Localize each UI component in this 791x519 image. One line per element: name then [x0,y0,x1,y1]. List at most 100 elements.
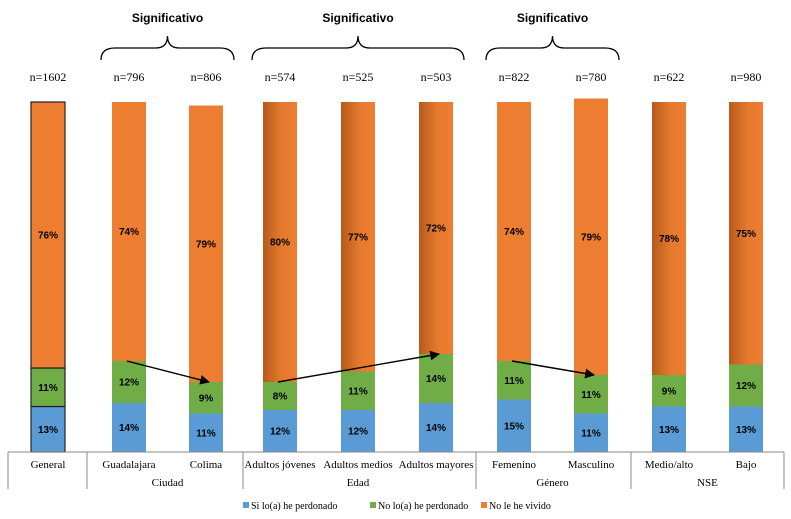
data-label-1-0: 14% [119,423,139,434]
n-label-7: n=780 [576,70,607,84]
bar-segment-perdonado-6 [497,399,531,452]
group-label-4: NSE [697,477,718,489]
data-label-0-2: 76% [38,231,58,242]
data-label-0-1: 11% [38,383,58,394]
data-label-4-2: 77% [348,232,368,243]
data-label-1-2: 74% [119,227,139,238]
n-label-4: n=525 [343,70,374,84]
x-tick-label-3: Adultos jóvenes [244,459,315,471]
x-tick-label-7: Masculino [568,459,615,471]
data-label-3-2: 80% [270,238,290,249]
data-label-3-1: 8% [273,392,288,403]
bar-segment-no-vivido-9 [729,102,763,365]
data-label-1-1: 12% [119,378,139,389]
bar-segment-perdonado-9 [729,406,763,452]
trend-arrow-1 [277,350,440,383]
data-label-8-1: 9% [662,386,677,397]
trend-arrow-2 [511,360,595,379]
n-label-0: n=1602 [30,70,67,84]
bar-segment-no-vivido-3 [263,102,297,382]
x-tick-label-6: Femenino [492,459,536,471]
data-label-5-1: 14% [426,374,446,385]
bar-segment-no-perdonado-6 [497,361,531,400]
data-label-9-1: 12% [736,381,756,392]
bar-segment-no-perdonado-1 [112,361,146,403]
n-label-6: n=822 [499,70,530,84]
bar-segment-no-vivido-1 [112,102,146,361]
bar-segment-perdonado-4 [341,410,375,452]
n-label-8: n=622 [654,70,685,84]
n-label-9: n=980 [731,70,762,84]
bar-segment-perdonado-1 [112,403,146,452]
bar-segment-perdonado-0 [30,405,66,453]
bar-segment-no-vivido-6 [497,102,531,361]
significance-label-1: Significativo [322,11,393,25]
group-label-3: Género [536,477,569,489]
group-label-2: Edad [347,477,370,489]
x-tick-label-8: Medio/alto [645,459,694,471]
data-label-7-0: 11% [581,428,601,439]
bar-segment-no-vivido-8 [652,102,686,375]
legend-label-2: No le he vivido [489,501,551,512]
bar-segment-perdonado-8 [652,406,686,452]
data-label-9-0: 13% [736,425,756,436]
n-label-2: n=806 [191,70,222,84]
data-label-0-0: 13% [38,425,58,436]
data-label-5-0: 14% [426,423,446,434]
data-label-4-0: 12% [348,427,368,438]
bar-segment-no-perdonado-3 [263,382,297,410]
bar-segment-no-perdonado-4 [341,371,375,410]
bar-segment-no-perdonado-8 [652,375,686,407]
data-label-8-2: 78% [659,234,679,245]
data-label-6-2: 74% [504,227,524,238]
x-tick-label-9: Bajo [736,459,757,471]
significance-brace-2 [485,35,620,61]
legend-swatch-2 [481,502,487,508]
legend-label-0: Si lo(a) he perdonado [251,501,337,512]
data-label-6-0: 15% [504,421,524,432]
bar-segment-no-vivido-5 [419,102,453,354]
data-label-2-0: 11% [196,428,216,439]
bar-segment-no-perdonado-9 [729,364,763,407]
n-label-1: n=796 [114,70,145,84]
significance-label-0: Significativo [132,11,203,25]
data-label-5-2: 72% [426,224,446,235]
bar-segment-no-vivido-0 [30,101,66,369]
bar-segment-perdonado-5 [419,403,453,452]
bar-segment-no-perdonado-0 [30,367,66,408]
data-label-3-0: 12% [270,427,290,438]
legend-swatch-1 [370,502,376,508]
x-tick-label-4: Adultos medios [323,459,392,471]
data-label-6-1: 11% [504,376,524,387]
significance-brace-0 [100,35,235,61]
bar-segment-no-perdonado-2 [189,382,223,414]
data-label-7-1: 11% [581,390,601,401]
n-label-3: n=574 [265,70,296,84]
bar-segment-perdonado-7 [574,413,608,452]
x-tick-label-0: General [31,459,66,471]
group-label-1: Ciudad [152,477,184,489]
bar-segment-perdonado-3 [263,410,297,452]
bar-segment-no-vivido-4 [341,102,375,372]
x-tick-label-2: Colima [190,459,223,471]
legend-swatch-0 [243,502,249,508]
significance-label-2: Significativo [517,11,588,25]
bar-segment-no-perdonado-7 [574,375,608,414]
legend-label-1: No lo(a) he perdonado [378,501,468,512]
bar-segment-no-perdonado-5 [419,354,453,403]
trend-arrow-0 [126,360,210,385]
data-label-2-1: 9% [199,393,214,404]
data-label-2-2: 79% [196,239,216,250]
data-label-9-2: 75% [736,229,756,240]
data-label-4-1: 11% [348,386,368,397]
data-label-8-0: 13% [659,425,679,436]
data-label-7-2: 79% [581,232,601,243]
n-label-5: n=503 [421,70,452,84]
x-tick-label-5: Adultos mayores [399,459,474,471]
significance-brace-1 [251,35,465,61]
bar-segment-no-vivido-7 [574,98,608,375]
bar-segment-perdonado-2 [189,413,223,452]
x-tick-label-1: Guadalajara [102,459,155,471]
bar-segment-no-vivido-2 [189,105,223,382]
